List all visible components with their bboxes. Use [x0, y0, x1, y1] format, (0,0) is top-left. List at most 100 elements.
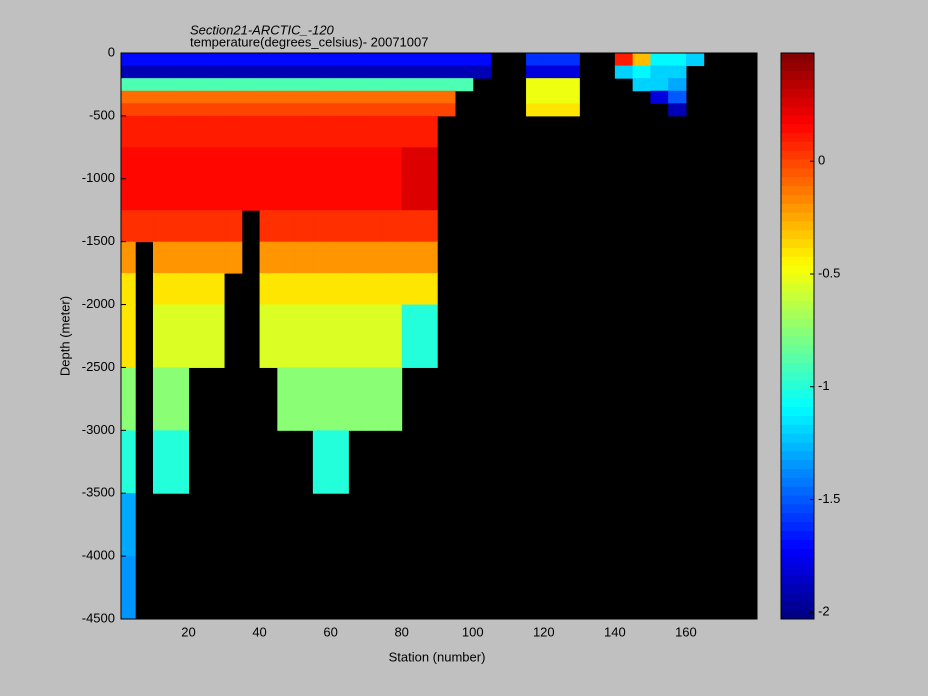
heatmap-cell [188, 304, 207, 368]
heatmap-cell [121, 178, 136, 211]
heatmap-cell [152, 115, 172, 148]
colorbar-segment [781, 53, 814, 63]
colorbar-segment [781, 362, 814, 372]
colorbar-segment [781, 521, 814, 531]
heatmap-cell [668, 65, 687, 79]
heatmap-cell [383, 65, 403, 79]
heatmap-cell [348, 210, 367, 243]
heatmap-cell [206, 304, 225, 368]
heatmap-cell [277, 65, 296, 79]
heatmap-cell [348, 304, 367, 368]
heatmap-cell [348, 273, 367, 306]
heatmap-cell [419, 65, 438, 79]
heatmap-cell [206, 115, 225, 148]
heatmap-cell [121, 78, 136, 92]
colorbar-tick-label: -0.5 [818, 265, 840, 280]
heatmap-cell [170, 90, 190, 104]
heatmap-cell [668, 103, 687, 117]
y-tick-label: -2000 [82, 296, 115, 311]
heatmap-cell [330, 115, 349, 148]
heatmap-cell [121, 430, 136, 494]
heatmap-cell [614, 65, 634, 79]
heatmap-cell [121, 90, 136, 104]
heatmap-cell [121, 53, 136, 67]
heatmap-cell [152, 78, 172, 92]
colorbar-segment [781, 565, 814, 576]
colorbar-tick-label: -2 [818, 604, 830, 619]
heatmap-cell [312, 115, 332, 148]
colorbar-frame [780, 52, 815, 620]
heatmap-cell [224, 65, 243, 79]
colorbar-segment [781, 256, 814, 266]
heatmap-cell [224, 115, 243, 148]
heatmap-cell [366, 103, 385, 117]
heatmap-cell [170, 78, 190, 92]
heatmap-cell [543, 65, 563, 79]
heatmap-cell [152, 53, 172, 67]
heatmap-cell [419, 241, 438, 274]
heatmap-cell [419, 53, 438, 67]
heatmap-cell [152, 178, 172, 211]
heatmap-cell [241, 147, 261, 180]
heatmap-cell [543, 90, 563, 104]
colorbar-segment [781, 450, 814, 461]
heatmap-cell [526, 53, 545, 67]
heatmap-cell [277, 241, 296, 274]
heatmap-cell [312, 90, 332, 104]
heatmap-cell [259, 273, 278, 306]
heatmap-cell [330, 147, 349, 180]
heatmap-cell [348, 367, 367, 431]
heatmap-cell [188, 78, 207, 92]
heatmap-cell [526, 90, 545, 104]
heatmap-cell [348, 147, 367, 180]
heatmap-cell [295, 210, 314, 243]
colorbar-segment [781, 371, 814, 381]
heatmap-cell [152, 241, 172, 274]
heatmap-cell [383, 273, 403, 306]
heatmap-cell [295, 115, 314, 148]
heatmap-cell [312, 78, 332, 92]
heatmap-cell [383, 115, 403, 148]
heatmap-cell [366, 304, 385, 368]
heatmap-cell [401, 65, 420, 79]
y-tick-label: -2500 [82, 359, 115, 374]
y-tick-label: -3500 [82, 485, 115, 500]
y-tick-label: -3000 [82, 422, 115, 437]
heatmap-cell [312, 53, 332, 67]
colorbar-segment [781, 353, 814, 363]
heatmap-cell [454, 53, 474, 67]
heatmap-cell [437, 53, 456, 67]
heatmap-cell [401, 90, 420, 104]
heatmap-cell [419, 178, 438, 211]
colorbar-segment [781, 203, 814, 213]
colorbar-segment [781, 530, 814, 540]
colorbar-segment [781, 574, 814, 585]
heatmap-cell [188, 273, 207, 306]
heatmap-cell [135, 210, 154, 243]
heatmap-cell [330, 178, 349, 211]
heatmap-cell [152, 90, 172, 104]
colorbar-segment [781, 318, 814, 328]
x-tick-label: 80 [394, 624, 408, 639]
y-axis-label: Depth (meter) [57, 296, 72, 376]
x-tick-label: 160 [675, 624, 697, 639]
y-tick-label: -4500 [82, 610, 115, 625]
heatmap-cell [224, 178, 243, 211]
heatmap-cell [650, 90, 669, 104]
colorbar-segment [781, 265, 814, 275]
colorbar-segment [781, 97, 814, 107]
heatmap-cell [295, 90, 314, 104]
colorbar-segment [781, 592, 814, 602]
heatmap-cell [121, 556, 136, 620]
heatmap-cell [121, 115, 136, 148]
y-tick-label: -1000 [82, 170, 115, 185]
heatmap-cell [366, 241, 385, 274]
heatmap-cell [561, 90, 580, 104]
heatmap-cell [135, 147, 154, 180]
heatmap-cell [383, 147, 403, 180]
colorbar-segment [781, 247, 814, 257]
heatmap-cell [632, 78, 651, 92]
colorbar-segment [781, 114, 814, 125]
colorbar-tick-label: -1.5 [818, 491, 840, 506]
